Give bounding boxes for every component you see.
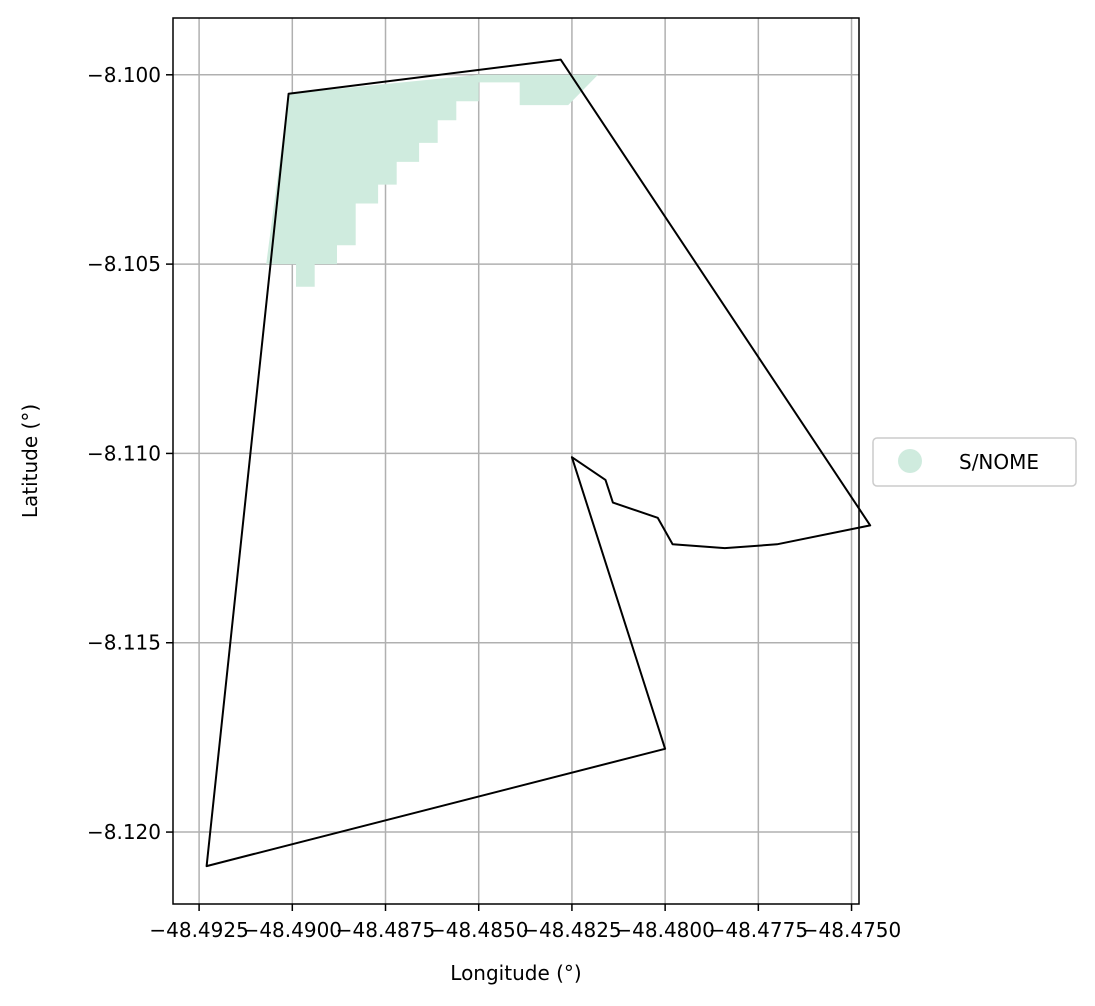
- x-tick-label: −48.4925: [149, 918, 248, 942]
- x-tick-label: −48.4875: [336, 918, 435, 942]
- x-tick-label: −48.4750: [802, 918, 901, 942]
- x-axis-label: Longitude (°): [450, 961, 581, 985]
- legend-marker: [898, 449, 922, 473]
- legend-label: S/NOME: [959, 450, 1039, 474]
- x-tick-label: −48.4850: [429, 918, 528, 942]
- boundary-polygon: [205, 58, 872, 868]
- y-tick-label: −8.120: [87, 820, 161, 844]
- x-tick-label: −48.4825: [522, 918, 621, 942]
- y-tick-label: −8.110: [87, 441, 161, 465]
- x-tick-label: −48.4775: [709, 918, 808, 942]
- axis-ticks: −48.4925−48.4900−48.4875−48.4850−48.4825…: [87, 63, 901, 942]
- x-tick-label: −48.4800: [615, 918, 714, 942]
- y-tick-label: −8.100: [87, 63, 161, 87]
- y-tick-label: −8.105: [87, 252, 161, 276]
- legend: S/NOME: [872, 437, 1077, 487]
- y-tick-label: −8.115: [87, 631, 161, 655]
- gridlines: [173, 18, 859, 904]
- axes-frame: [172, 17, 860, 905]
- area-polygon: [266, 74, 598, 287]
- y-axis-label: Latitude (°): [18, 404, 42, 518]
- legend-box: [872, 437, 1077, 487]
- x-tick-label: −48.4900: [243, 918, 342, 942]
